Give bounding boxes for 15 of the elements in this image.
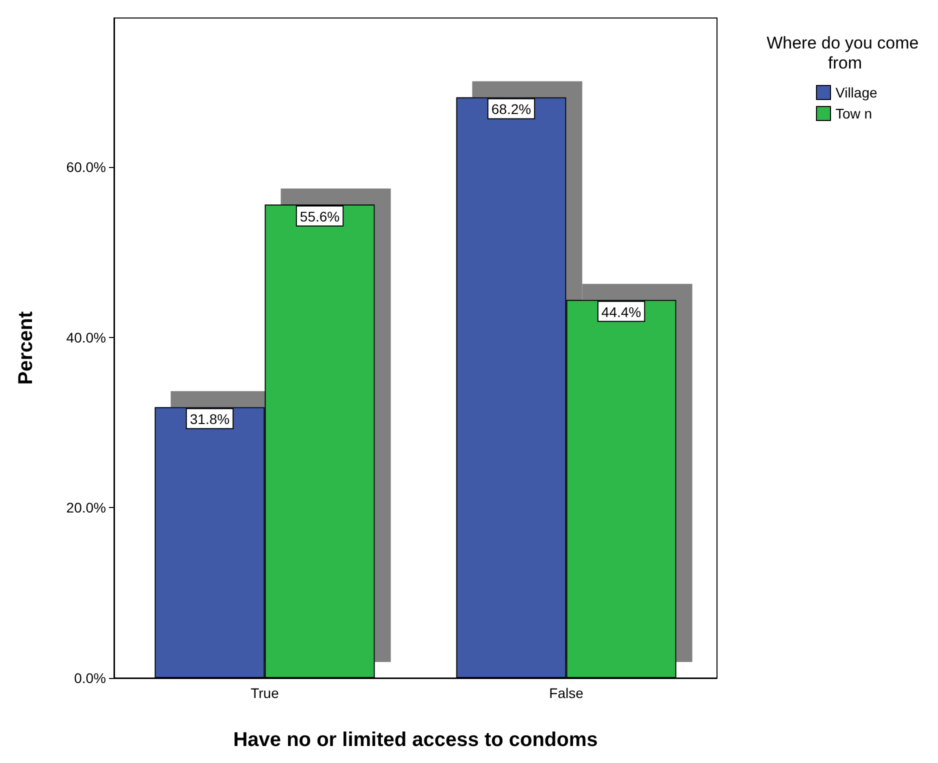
- y-tick-label: 20.0%: [66, 500, 106, 516]
- legend-title: Where do you come from: [766, 34, 924, 72]
- y-axis-title: Percent: [15, 310, 37, 385]
- y-tick-label: 0.0%: [74, 670, 106, 686]
- y-tick-label: 60.0%: [66, 159, 106, 176]
- x-tick-label: True: [250, 685, 280, 701]
- data-label: 44.4%: [601, 304, 642, 320]
- legend-label: Village: [836, 84, 878, 100]
- data-label: 31.8%: [190, 411, 230, 428]
- x-tick-label: False: [549, 685, 584, 701]
- data-label: 68.2%: [491, 101, 532, 118]
- data-label: 55.6%: [300, 208, 340, 225]
- legend-label: Tow n: [836, 106, 872, 122]
- y-tick-label: 40.0%: [66, 329, 106, 346]
- x-axis-title: Have no or limited access to condoms: [233, 729, 598, 751]
